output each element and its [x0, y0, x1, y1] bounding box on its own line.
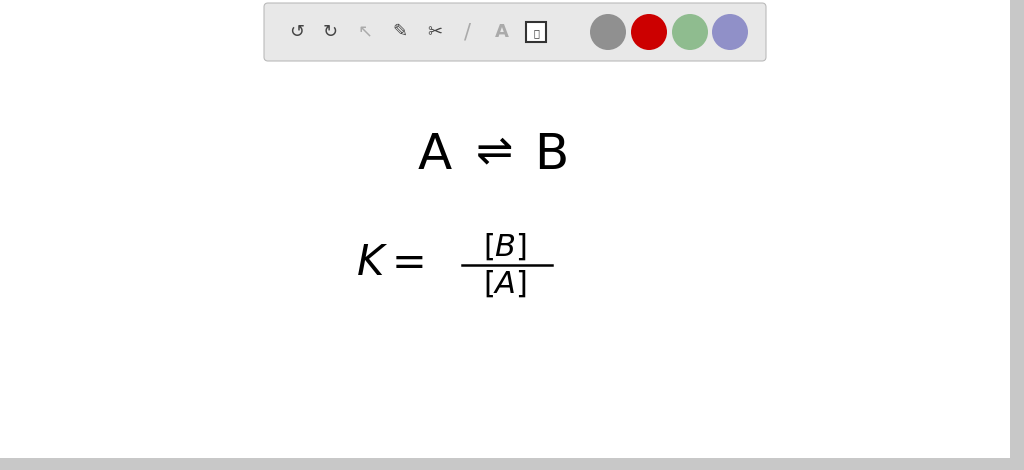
Bar [0, 458, 1024, 470]
FancyBboxPatch shape [526, 22, 546, 42]
Text: ↻: ↻ [323, 23, 338, 41]
Circle shape [631, 14, 667, 50]
Text: $\rightleftharpoons$: $\rightleftharpoons$ [467, 132, 513, 174]
Circle shape [590, 14, 626, 50]
Circle shape [712, 14, 748, 50]
Circle shape [672, 14, 708, 50]
FancyBboxPatch shape [264, 3, 766, 61]
Text: /: / [465, 22, 471, 42]
Bar [1010, 0, 1024, 470]
Text: $\mathdefault{B}$: $\mathdefault{B}$ [534, 131, 566, 179]
Text: A: A [495, 23, 509, 41]
Text: $[B]$: $[B]$ [483, 232, 527, 262]
Text: ✎: ✎ [392, 23, 408, 41]
Text: ↖: ↖ [357, 23, 373, 41]
Text: 🏔: 🏔 [534, 28, 539, 38]
Text: $K=$: $K=$ [356, 242, 424, 284]
Text: ✂: ✂ [427, 23, 442, 41]
Text: $\mathdefault{A}$: $\mathdefault{A}$ [417, 131, 453, 179]
Text: $[A]$: $[A]$ [483, 269, 527, 299]
Text: ↺: ↺ [290, 23, 304, 41]
